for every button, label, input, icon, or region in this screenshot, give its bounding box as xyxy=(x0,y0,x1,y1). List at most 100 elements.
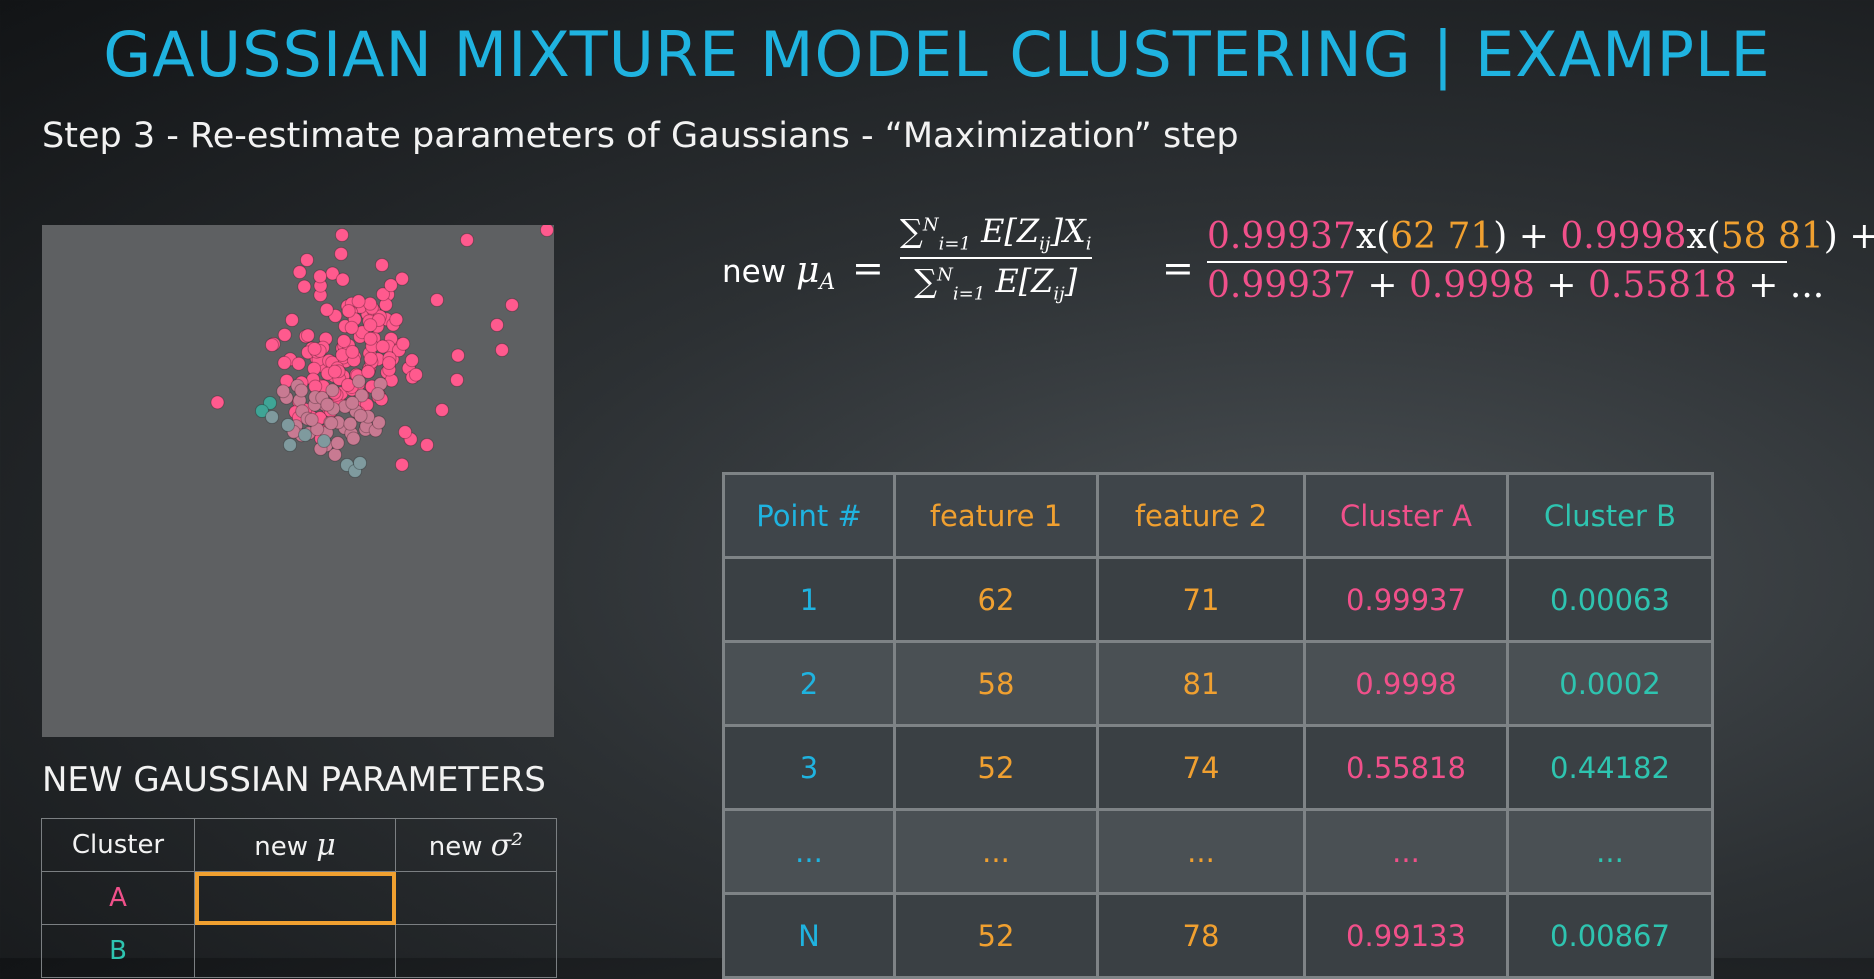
cell-cluster-a: 0.99937 xyxy=(1303,556,1509,643)
data-point xyxy=(353,456,367,470)
cell-cluster-b: 0.00063 xyxy=(1506,556,1714,643)
data-point xyxy=(351,374,366,389)
data-point xyxy=(363,296,378,311)
data-point xyxy=(320,397,335,412)
data-point xyxy=(540,225,554,237)
data-point xyxy=(460,233,474,247)
data-point xyxy=(210,395,225,410)
scatter-svg xyxy=(210,225,554,478)
denominator-term: + ... xyxy=(1736,265,1825,306)
data-point xyxy=(346,431,361,446)
cell-cluster-b: 0.44182 xyxy=(1506,724,1714,811)
data-point xyxy=(297,279,312,294)
formula-mu-symbol: μ xyxy=(795,250,820,291)
cell-point: 3 xyxy=(722,724,896,811)
data-point xyxy=(363,331,378,346)
denominator-term: 0.9998 xyxy=(1408,265,1535,306)
data-point xyxy=(327,364,342,379)
cell-feature-1: ... xyxy=(893,808,1099,895)
data-point xyxy=(304,412,319,427)
params-sigma-b-cell[interactable] xyxy=(395,924,557,978)
denominator-term: 0.99937 xyxy=(1207,265,1356,306)
data-point xyxy=(371,415,386,430)
numeric-numerator: 0.99937x(62 71) + 0.9998x(58 81) + ... xyxy=(1207,216,1874,257)
params-header-sigma: new σ² xyxy=(395,818,557,872)
data-point xyxy=(375,258,389,272)
numeric-denominator: 0.99937 + 0.9998 + 0.55818 + ... xyxy=(1207,265,1874,306)
denominator-term: 0.55818 xyxy=(1587,265,1737,306)
data-point xyxy=(398,425,413,440)
denominator-term: + xyxy=(1355,265,1409,306)
data-point xyxy=(285,313,299,327)
table-row: 1 62 71 0.99937 0.00063 xyxy=(722,556,1714,643)
sigma-prefix: new xyxy=(428,831,483,862)
cell-feature-1: 58 xyxy=(893,640,1099,727)
cell-cluster-a: ... xyxy=(1303,808,1509,895)
header-feature-1: feature 1 xyxy=(893,472,1099,559)
data-point xyxy=(343,416,358,431)
data-point xyxy=(324,416,339,431)
data-point xyxy=(363,318,378,333)
cell-cluster-b: 0.0002 xyxy=(1506,640,1714,727)
data-point xyxy=(409,367,423,382)
table-row: ... ... ... ... ... xyxy=(722,808,1714,895)
cell-point: 1 xyxy=(722,556,896,643)
formula-denominator: ∑Ni=1 E[Zij] xyxy=(914,262,1078,305)
equals-sign-2: = xyxy=(1162,246,1194,290)
formula-lhs: new μA xyxy=(722,250,835,295)
numerator-term: 0.99937 xyxy=(1207,216,1356,257)
cell-cluster-a: 0.9998 xyxy=(1303,640,1509,727)
data-point xyxy=(291,356,306,371)
data-point xyxy=(435,403,449,417)
data-point xyxy=(335,272,350,287)
params-sigma-a-cell[interactable] xyxy=(395,871,557,925)
numerator-term: 58 81 xyxy=(1720,216,1824,257)
header-feature-2: feature 2 xyxy=(1096,472,1306,559)
params-mu-b-cell[interactable] xyxy=(194,924,396,978)
cell-feature-2: 81 xyxy=(1096,640,1306,727)
cell-feature-1: 52 xyxy=(893,724,1099,811)
cell-feature-2: 74 xyxy=(1096,724,1306,811)
data-point xyxy=(307,341,322,356)
cell-feature-2: 71 xyxy=(1096,556,1306,643)
data-point xyxy=(361,364,376,379)
cell-feature-1: 52 xyxy=(893,892,1099,979)
scatter-plot xyxy=(42,225,554,737)
cell-cluster-a: 0.55818 xyxy=(1303,724,1509,811)
data-point xyxy=(363,351,378,366)
numerator-term: 62 71 xyxy=(1390,216,1494,257)
data-point xyxy=(277,355,292,370)
data-point xyxy=(490,318,504,332)
data-point xyxy=(376,287,390,302)
data-point xyxy=(335,228,349,242)
params-header-mu: new μ xyxy=(194,818,396,872)
formula-numerator: ∑Ni=1 E[Zij]Xi xyxy=(900,212,1092,255)
data-point xyxy=(255,404,269,418)
params-cluster-a: A xyxy=(41,871,195,925)
cell-point: N xyxy=(722,892,896,979)
data-point xyxy=(395,271,410,286)
data-point xyxy=(283,438,297,452)
cell-feature-2: 78 xyxy=(1096,892,1306,979)
params-mu-a-cell[interactable] xyxy=(194,871,396,925)
data-point xyxy=(277,327,292,342)
data-point xyxy=(319,302,334,317)
data-point xyxy=(351,294,366,309)
data-point xyxy=(353,408,368,423)
data-point xyxy=(382,356,397,370)
responsibility-table: Point # feature 1 feature 2 Cluster A Cl… xyxy=(722,472,1714,979)
formula-mu-sub: A xyxy=(819,270,836,296)
numerator-term: ) + ... xyxy=(1823,216,1874,257)
data-point xyxy=(317,434,331,448)
data-point xyxy=(395,457,409,472)
data-point xyxy=(265,410,279,424)
data-point xyxy=(336,334,351,349)
formula-general-fraction: ∑Ni=1 E[Zij]Xi ∑Ni=1 E[Zij] xyxy=(900,212,1092,305)
cell-point: ... xyxy=(722,808,896,895)
data-point xyxy=(495,343,509,357)
data-point xyxy=(325,383,340,398)
data-point xyxy=(265,338,279,352)
data-point xyxy=(341,304,356,318)
numeric-fraction-bar xyxy=(1207,261,1787,263)
header-cluster-a: Cluster A xyxy=(1303,472,1509,559)
